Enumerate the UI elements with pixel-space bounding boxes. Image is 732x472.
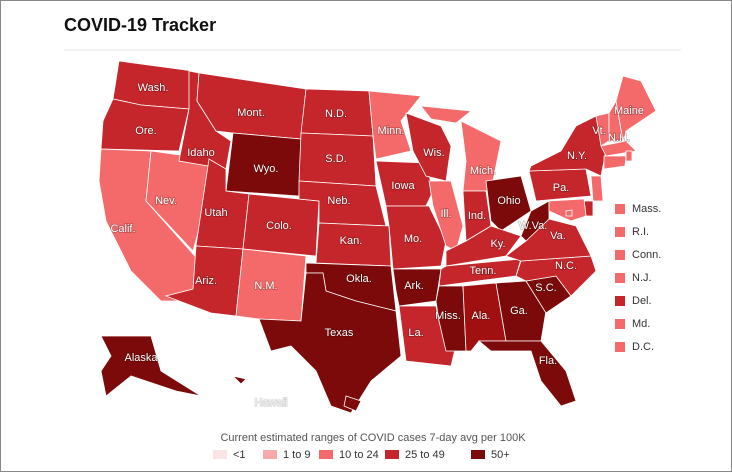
state-shape: [548, 198, 587, 222]
callout-label: Del.: [632, 295, 652, 307]
callout-label: R.I.: [632, 226, 649, 238]
legend-label: 1 to 9: [283, 449, 311, 461]
state-shape: [100, 335, 202, 397]
legend: <1 1 to 9 10 to 24 25 to 49 50+: [213, 449, 510, 461]
state-label: Mo.: [404, 233, 422, 245]
state-shape: [368, 90, 422, 160]
state-label: Kan.: [340, 235, 363, 247]
state-label: Hawaii: [254, 397, 287, 409]
state-label: Calif.: [110, 223, 135, 235]
state-label: Ind.: [468, 210, 486, 222]
state-shape: [615, 75, 657, 142]
state-label: Pa.: [553, 182, 570, 194]
state-shape: [603, 155, 627, 170]
callout-label: Md.: [632, 318, 650, 330]
state-label: Ky.: [490, 238, 505, 250]
state-label: Ga.: [510, 305, 528, 317]
legend-swatch: [471, 450, 485, 459]
state-shape: [485, 175, 532, 232]
state-label: Ohio: [497, 195, 520, 207]
state-label: Nev.: [155, 195, 177, 207]
legend-title: Current estimated ranges of COVID cases …: [220, 432, 526, 444]
state-label: S.C.: [535, 282, 556, 294]
state-label: Mich.: [470, 165, 496, 177]
state-label: Miss.: [435, 310, 461, 322]
title: COVID-19 Tracker: [64, 15, 216, 35]
state-label: Utah: [204, 207, 227, 219]
state-shape: [231, 375, 362, 412]
callout-swatch: [615, 296, 625, 306]
callout-swatch: [615, 273, 625, 283]
state-label: W.Va.: [519, 220, 548, 232]
callout-swatch: [615, 227, 625, 237]
state-label: Alaska: [124, 352, 158, 364]
state-label: Maine: [614, 105, 644, 117]
state-label: Wyo.: [254, 163, 279, 175]
state-shape: [477, 340, 577, 407]
state-label: Ariz.: [195, 275, 217, 287]
legend-label: 25 to 49: [405, 449, 445, 461]
state-label: Wash.: [138, 82, 169, 94]
state-label: Va.: [550, 230, 566, 242]
state-label: N.H.: [608, 132, 630, 144]
state-label: Fla.: [539, 355, 557, 367]
callout-label: Mass.: [632, 203, 661, 215]
state-shape: [392, 268, 442, 307]
state-label: Tenn.: [470, 265, 497, 277]
state-label: N.M.: [254, 280, 277, 292]
state-shape: [625, 150, 633, 162]
state-label: Ill.: [441, 208, 452, 220]
state-label: Ore.: [135, 125, 156, 137]
state-label: Neb.: [327, 195, 350, 207]
legend-label: 50+: [491, 449, 510, 461]
legend-label: 10 to 24: [339, 449, 379, 461]
state-shape: [242, 193, 320, 257]
state-label: N.D.: [325, 108, 347, 120]
state-shape: [385, 205, 447, 270]
state-label: N.C.: [555, 260, 577, 272]
state-label: Vt.: [592, 125, 605, 137]
state-shape: [565, 209, 573, 217]
state-label: Minn.: [378, 125, 405, 137]
legend-swatch: [213, 450, 227, 459]
state-label: N.Y.: [567, 150, 587, 162]
legend-swatch: [263, 450, 277, 459]
callout-swatch: [615, 319, 625, 329]
callout-label: Conn.: [632, 249, 661, 261]
state-label: Mont.: [237, 107, 265, 119]
callout-label: N.J.: [632, 272, 652, 284]
state-label: Texas: [325, 327, 354, 339]
state-shape: [495, 280, 547, 342]
legend-swatch: [319, 450, 333, 459]
legend-label: <1: [233, 449, 246, 461]
callout-swatch: [615, 250, 625, 260]
legend-swatch: [385, 450, 399, 459]
state-shape: [590, 175, 604, 202]
state-label: Okla.: [346, 273, 372, 285]
callout-swatch: [615, 204, 625, 214]
us-map: Wash. Ore. Calif. Nev. Idaho Mont. Wyo. Utah Col…: [98, 60, 661, 414]
state-shape: [375, 160, 434, 207]
state-label: La.: [408, 327, 423, 339]
state-label: Idaho: [187, 147, 215, 159]
state-label: Iowa: [391, 180, 415, 192]
state-label: Wis.: [423, 147, 444, 159]
state-shape: [100, 98, 190, 152]
state-label: S.D.: [325, 153, 346, 165]
state-shape: [258, 272, 402, 414]
state-label: Ala.: [472, 310, 491, 322]
callout-label: D.C.: [632, 341, 654, 353]
state-label: Colo.: [266, 220, 292, 232]
state-label: Ark.: [404, 280, 424, 292]
callout-swatch: [615, 342, 625, 352]
